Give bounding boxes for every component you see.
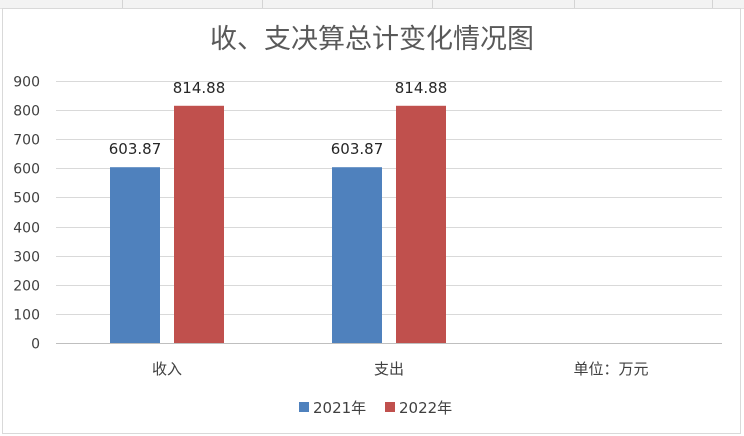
- chart-title: 收、支决算总计变化情况图: [210, 24, 534, 55]
- bar: [396, 105, 446, 343]
- legend: 2021年 2022年: [299, 399, 452, 417]
- category-label: 支出: [374, 360, 404, 378]
- y-tick-label: 100: [13, 308, 40, 324]
- y-tick-label: 300: [13, 250, 40, 266]
- bar-value-label: 603.87: [331, 140, 384, 158]
- y-tick-label: 200: [13, 279, 40, 295]
- category-label: 收入: [152, 360, 182, 378]
- y-tick-label: 900: [13, 75, 40, 91]
- category-label: 单位：万元: [573, 360, 648, 378]
- y-tick-label: 0: [31, 337, 40, 353]
- chart-area-border: [2, 8, 741, 434]
- bar-value-label: 814.88: [395, 79, 448, 97]
- y-tick-label: 600: [13, 162, 40, 178]
- y-tick-label: 500: [13, 191, 40, 207]
- legend-swatch: [299, 402, 309, 412]
- data-labels: 603.87 814.88 603.87 814.88: [109, 79, 448, 158]
- bar: [332, 167, 382, 343]
- y-axis-ticks: 0 100 200 300 400 500 600 700 800 900: [13, 75, 40, 353]
- y-tick-label: 700: [13, 133, 40, 149]
- legend-label: 2022年: [399, 399, 452, 417]
- gridlines: [56, 81, 722, 344]
- bar-value-label: 603.87: [109, 140, 162, 158]
- bar-value-label: 814.88: [173, 79, 226, 97]
- y-tick-label: 800: [13, 104, 40, 120]
- bar: [110, 167, 160, 343]
- y-tick-label: 400: [13, 221, 40, 237]
- category-labels: 收入 支出 单位：万元: [152, 360, 649, 378]
- legend-label: 2021年: [313, 399, 366, 417]
- legend-swatch: [385, 402, 395, 412]
- bar: [174, 105, 224, 343]
- bars: [110, 105, 446, 343]
